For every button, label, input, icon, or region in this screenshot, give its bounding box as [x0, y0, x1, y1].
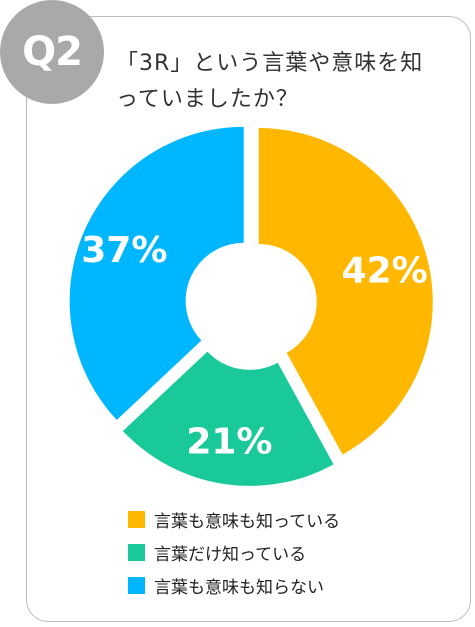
slice-label-0: 42%	[342, 251, 428, 292]
legend-label: 言葉も意味も知らない	[154, 578, 324, 598]
donut-slice-1	[122, 351, 334, 486]
question-text: 「3R」という言葉や意味を知っていましたか？	[116, 51, 424, 112]
slice-label-2: 37%	[81, 230, 167, 271]
legend-label: 言葉だけ知っている	[154, 545, 307, 565]
legend-item: 言葉だけ知っている	[128, 536, 340, 569]
donut-slice-0	[258, 128, 433, 455]
legend-swatch-2	[128, 577, 145, 594]
legend-label: 言葉も意味も知っている	[154, 512, 341, 532]
legend-item: 言葉も意味も知らない	[128, 569, 340, 602]
legend-swatch-1	[128, 544, 145, 561]
legend-swatch-0	[128, 511, 145, 528]
question-number-badge: Q2	[0, 0, 104, 104]
legend: 言葉も意味も知っている 言葉だけ知っている 言葉も意味も知らない	[128, 503, 340, 602]
slice-label-1: 21%	[186, 421, 272, 462]
legend-item: 言葉も意味も知っている	[128, 503, 340, 536]
donut-slice-2	[69, 126, 244, 420]
